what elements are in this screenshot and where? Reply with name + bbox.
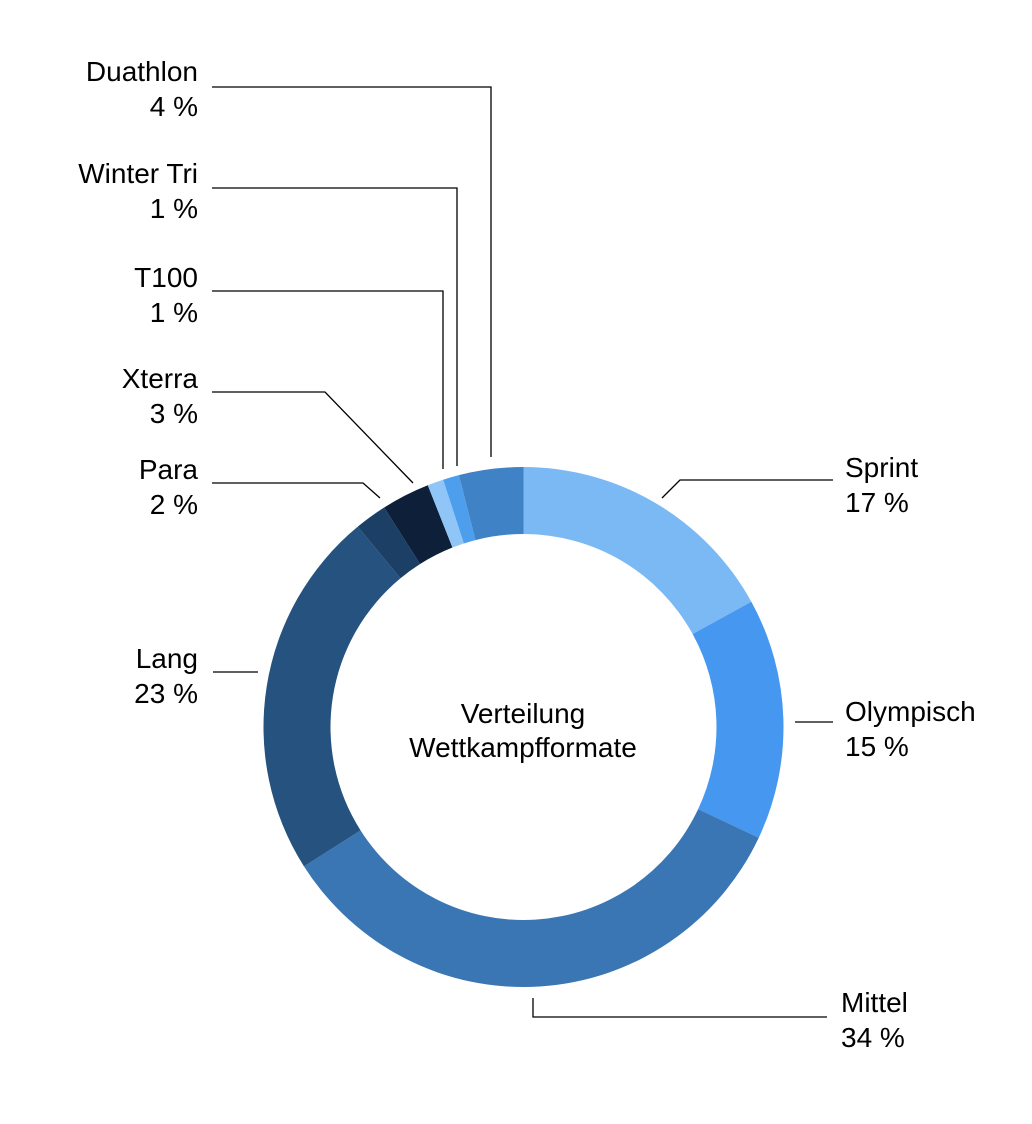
slice-percent-winter-tri: 1 %	[150, 193, 198, 224]
chart-title-line-1: Verteilung	[461, 698, 586, 729]
slice-percent-xterra: 3 %	[150, 398, 198, 429]
donut-slice-mittel	[303, 809, 759, 987]
slice-percent-para: 2 %	[150, 489, 198, 520]
donut-slice-winter-tri	[443, 475, 476, 544]
leader-line-t100	[212, 290, 444, 469]
slice-label-t100: T100	[134, 262, 198, 293]
leader-line-xterra	[212, 391, 414, 484]
donut-slice-para	[357, 507, 421, 579]
leader-line-sprint	[661, 479, 833, 499]
slice-label-winter-tri: Winter Tri	[78, 158, 198, 189]
chart-title-line-2: Wettkampfformate	[409, 732, 637, 763]
leader-line-mittel	[532, 998, 827, 1018]
donut-slices	[263, 467, 784, 987]
leader-lines	[212, 86, 833, 1018]
slice-percent-duathlon: 4 %	[150, 91, 198, 122]
donut-slice-t100	[427, 479, 464, 548]
slice-percent-mittel: 34 %	[841, 1022, 905, 1053]
slice-label-olympisch: Olympisch	[845, 696, 976, 727]
donut-slice-sprint	[523, 467, 752, 635]
slice-label-para: Para	[139, 454, 199, 485]
donut-slice-duathlon	[458, 467, 524, 541]
slice-label-sprint: Sprint	[845, 452, 918, 483]
slice-label-mittel: Mittel	[841, 987, 908, 1018]
leader-line-para	[212, 482, 381, 499]
slice-label-xterra: Xterra	[122, 363, 199, 394]
leader-line-winter-tri	[212, 187, 458, 466]
slice-callout-labels: Sprint 17 % Olympisch 15 % Mittel 34 % Lang 23 …	[78, 56, 975, 1053]
donut-slice-olympisch	[692, 601, 784, 838]
slice-percent-t100: 1 %	[150, 297, 198, 328]
slice-percent-lang: 23 %	[134, 678, 198, 709]
leader-line-duathlon	[212, 86, 492, 457]
slice-percent-olympisch: 15 %	[845, 731, 909, 762]
slice-label-duathlon: Duathlon	[86, 56, 198, 87]
slice-percent-sprint: 17 %	[845, 487, 909, 518]
donut-slice-lang	[263, 526, 401, 867]
slice-label-lang: Lang	[136, 643, 198, 674]
donut-slice-xterra	[384, 485, 453, 565]
